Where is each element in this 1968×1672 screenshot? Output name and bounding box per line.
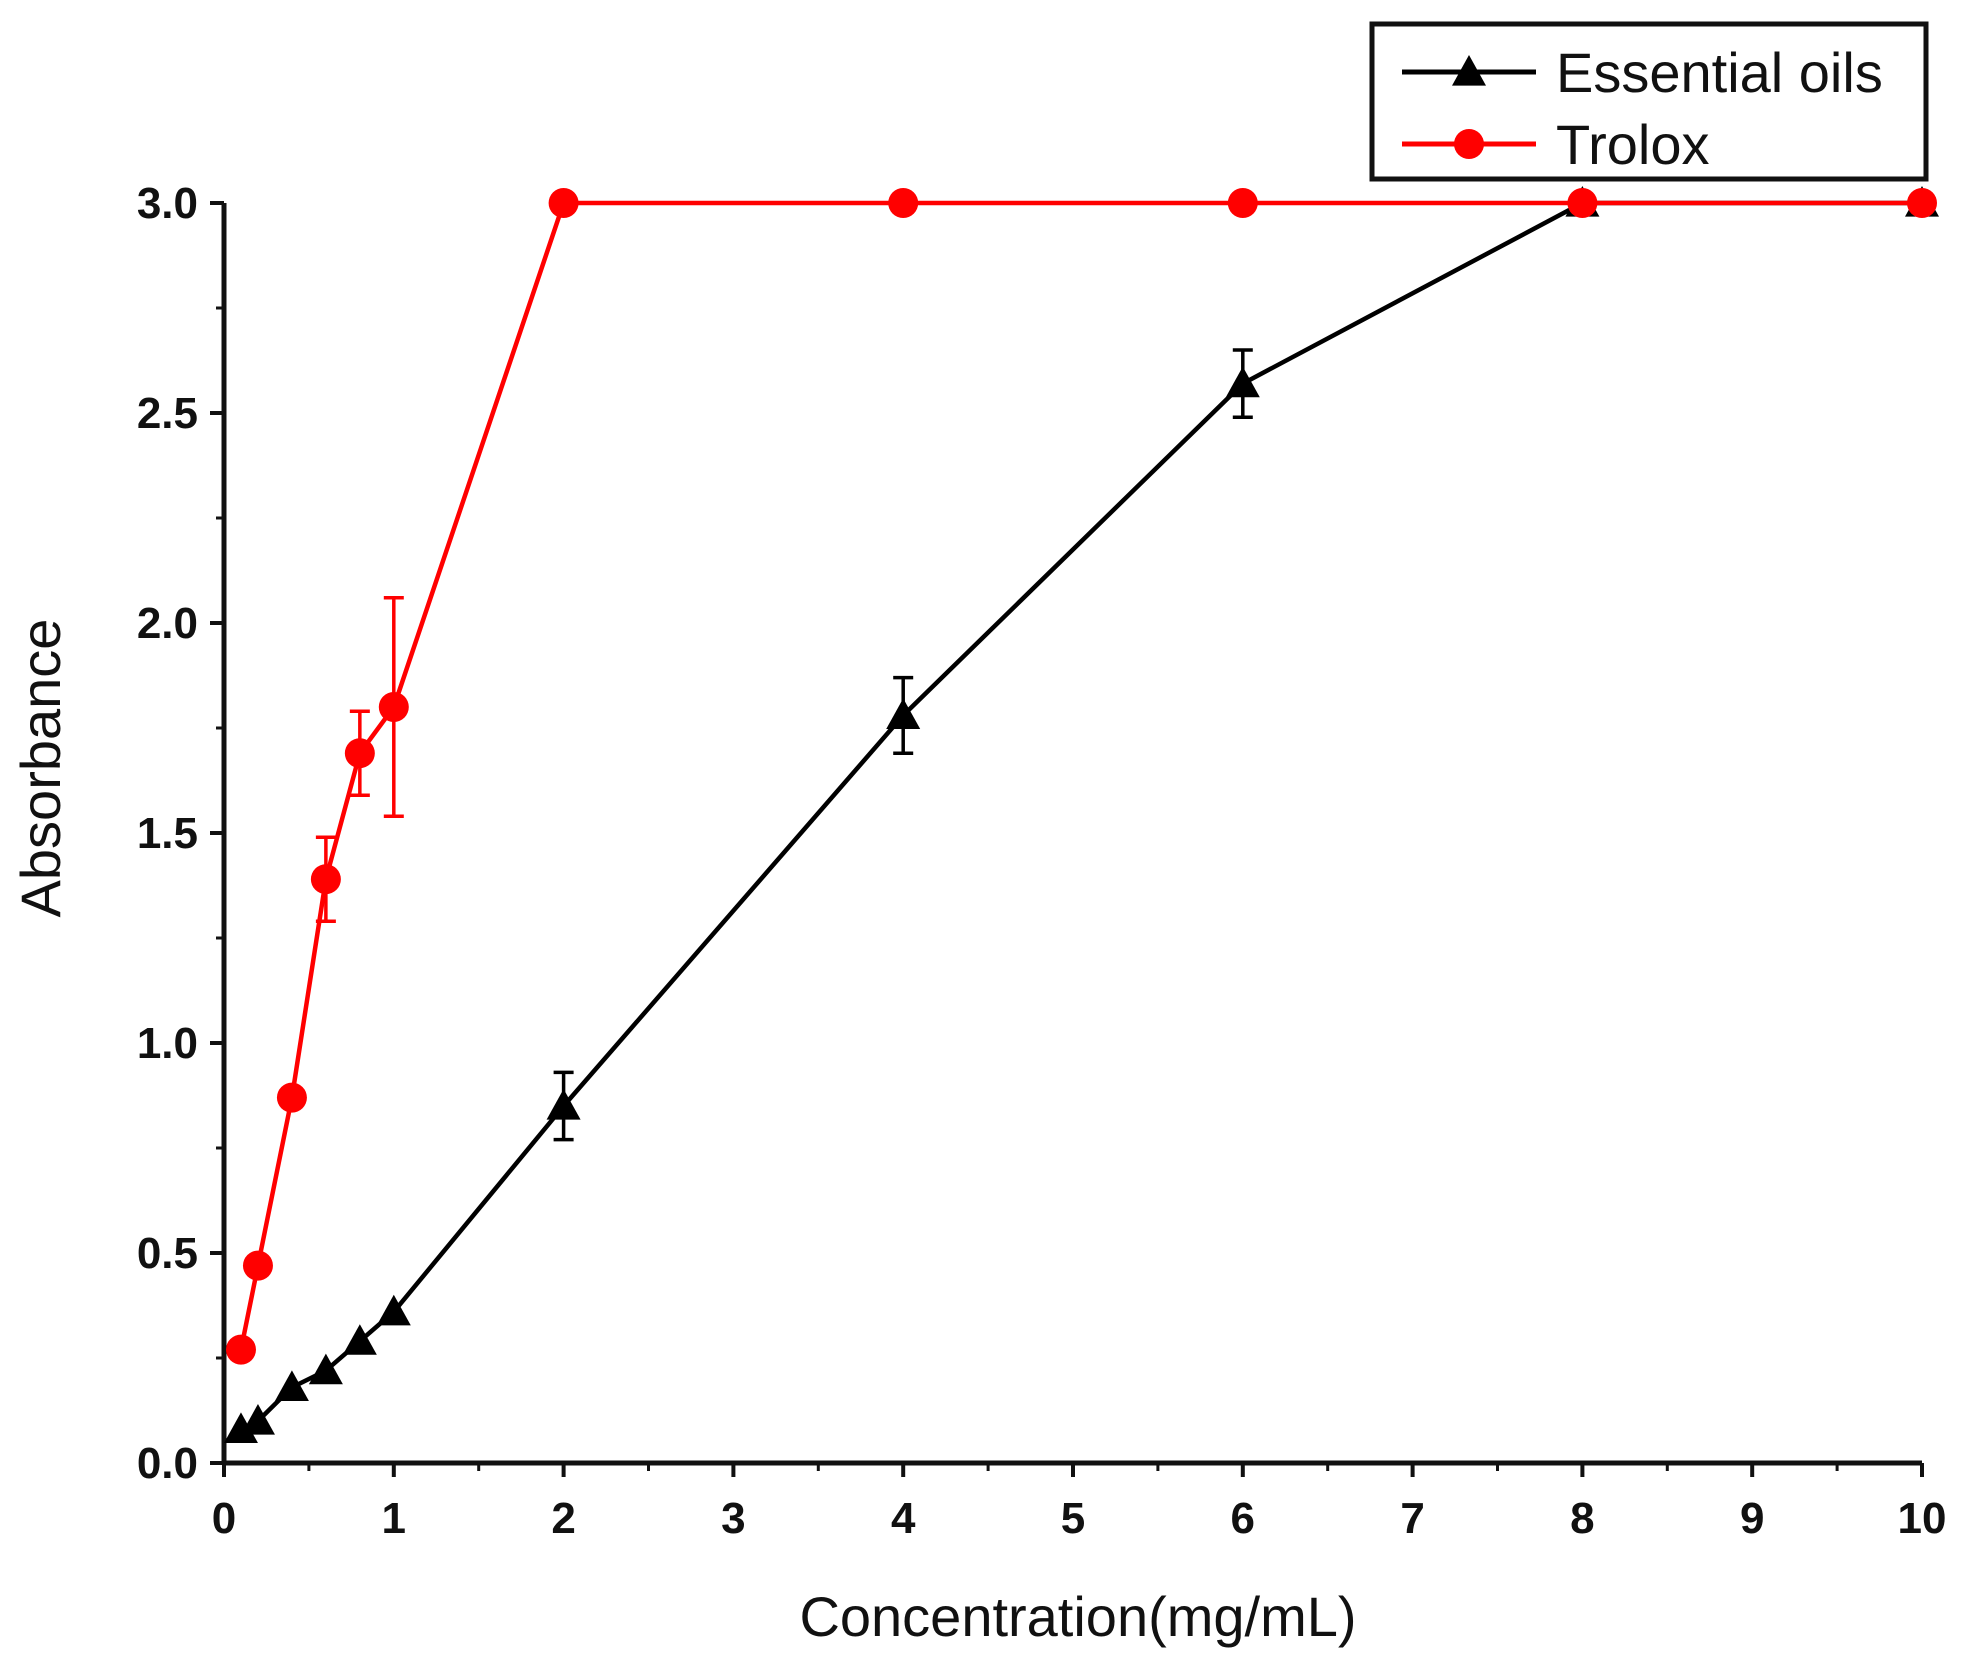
data-point: [888, 188, 919, 218]
data-point: [548, 188, 579, 218]
data-point: [308, 1353, 343, 1385]
data-point: [344, 738, 375, 769]
data-point: [1567, 188, 1598, 218]
series-line: [239, 200, 1922, 1432]
y-tick-label: 3.0: [137, 179, 198, 228]
axes: [221, 203, 1922, 1466]
legend-marker-circle: [1454, 129, 1484, 159]
x-axis-title: Concentration(mg/mL): [799, 1585, 1356, 1648]
data-point: [886, 698, 921, 729]
data-point: [376, 1294, 411, 1326]
x-tick-label: 6: [1231, 1494, 1255, 1543]
series-trolox: [225, 188, 1937, 1365]
y-tick-label: 2.0: [137, 599, 198, 648]
data-point: [1225, 366, 1260, 398]
y-tick-label: 0.0: [137, 1439, 198, 1488]
series-line: [238, 200, 1922, 1351]
data-point: [378, 692, 409, 722]
x-ticks: 0 1 2 3 4 5 6 7 8 9 10: [212, 1463, 1947, 1543]
data-point: [1907, 188, 1937, 218]
x-tick-label: 10: [1898, 1494, 1947, 1543]
x-tick-label: 4: [891, 1494, 916, 1543]
data-point: [274, 1370, 309, 1401]
x-tick-label: 7: [1400, 1494, 1424, 1543]
y-tick-label: 1.0: [137, 1019, 198, 1068]
x-tick-label: 3: [721, 1494, 745, 1543]
data-point: [342, 1324, 377, 1355]
data-point: [225, 1334, 256, 1365]
series-essential-oils: [223, 186, 1939, 1443]
legend-marker-triangle: [1452, 55, 1486, 86]
x-tick-label: 5: [1061, 1494, 1085, 1543]
data-point: [240, 1404, 275, 1435]
x-tick-label: 2: [551, 1494, 575, 1543]
x-tick-label: 8: [1570, 1494, 1594, 1543]
y-tick-label: 2.5: [137, 389, 198, 438]
data-point: [1227, 188, 1258, 218]
data-point: [546, 1089, 581, 1120]
data-point: [242, 1250, 273, 1281]
data-point: [276, 1082, 307, 1113]
legend-label: Essential oils: [1556, 41, 1883, 104]
x-tick-label: 1: [382, 1494, 406, 1543]
data-point: [223, 1412, 258, 1443]
series-layer: [223, 186, 1939, 1443]
y-tick-label: 1.5: [137, 809, 198, 858]
legend-label: Trolox: [1556, 113, 1710, 176]
y-ticks: 0.0 0.5 1.0 1.5 2.0 2.5 3.0: [137, 179, 224, 1488]
y-axis-title: Absorbance: [9, 619, 72, 918]
legend: Essential oils Trolox: [1369, 21, 1929, 182]
x-tick-label: 0: [212, 1494, 236, 1543]
data-point: [310, 864, 341, 895]
x-tick-label: 9: [1740, 1494, 1764, 1543]
y-tick-label: 0.5: [137, 1229, 198, 1278]
